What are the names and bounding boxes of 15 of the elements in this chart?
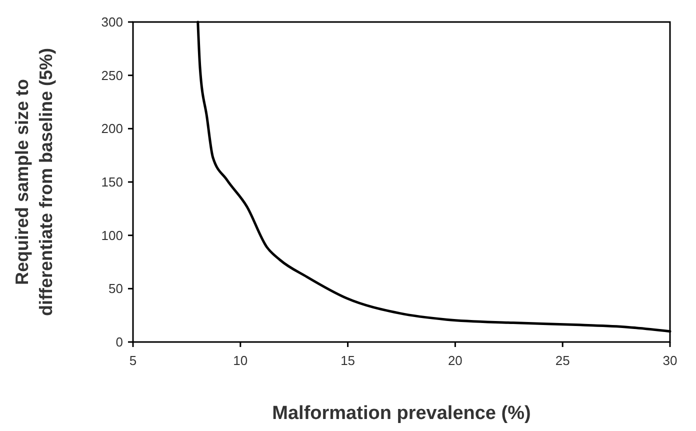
y-tick-label: 300 <box>101 14 123 30</box>
y-tick-label: 200 <box>101 121 123 136</box>
y-tick-label: 50 <box>108 281 123 296</box>
y-tick-label: 100 <box>101 228 123 243</box>
x-axis-title: Malformation prevalence (%) <box>272 403 531 424</box>
x-tick-label: 10 <box>233 353 248 368</box>
x-tick-label: 15 <box>340 353 356 368</box>
x-tick-label: 5 <box>129 353 137 368</box>
y-tick-label: 250 <box>101 68 123 83</box>
x-tick-label: 25 <box>555 353 570 368</box>
x-tick-label: 20 <box>448 353 462 368</box>
y-tick-label: 0 <box>116 334 123 350</box>
y-axis-title: Required sample size to differentiate from baseline (5%) <box>12 48 56 316</box>
y-tick-label: 150 <box>101 174 123 190</box>
x-tick-label: 30 <box>662 353 678 368</box>
